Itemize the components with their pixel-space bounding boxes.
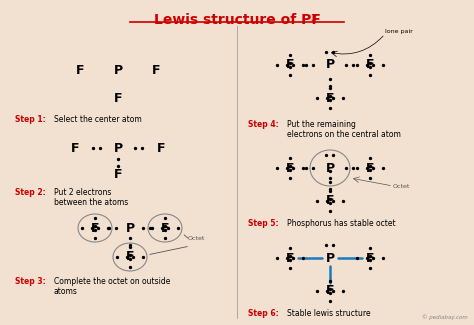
Text: F: F — [71, 141, 79, 154]
Text: Step 1:: Step 1: — [15, 115, 46, 124]
Text: F: F — [286, 252, 294, 265]
Text: Put 2 electrons
between the atoms: Put 2 electrons between the atoms — [54, 188, 128, 207]
Text: P: P — [326, 58, 335, 72]
Text: F: F — [114, 92, 122, 105]
Text: 3: 3 — [310, 14, 316, 23]
Text: F: F — [326, 194, 334, 207]
Text: F: F — [114, 168, 122, 181]
Text: P: P — [326, 162, 335, 175]
Text: F: F — [91, 222, 99, 235]
Text: F: F — [161, 222, 169, 235]
Text: lone pair: lone pair — [385, 30, 413, 34]
Text: Put the remaining
electrons on the central atom: Put the remaining electrons on the centr… — [287, 120, 401, 139]
Text: Octet: Octet — [188, 236, 205, 241]
Text: Complete the octet on outside
atoms: Complete the octet on outside atoms — [54, 277, 170, 296]
Text: Octet: Octet — [393, 184, 410, 188]
Text: Step 6:: Step 6: — [248, 309, 279, 318]
Text: Step 2:: Step 2: — [15, 188, 46, 197]
Text: Select the center atom: Select the center atom — [54, 115, 142, 124]
Text: Step 3:: Step 3: — [15, 277, 46, 286]
Text: Lewis structure of PF: Lewis structure of PF — [154, 13, 320, 27]
Text: F: F — [152, 63, 160, 76]
Text: © pediabay.com: © pediabay.com — [422, 314, 468, 320]
Text: P: P — [126, 222, 135, 235]
Text: F: F — [286, 162, 294, 175]
Text: F: F — [366, 162, 374, 175]
Text: F: F — [157, 141, 165, 154]
Text: Step 4:: Step 4: — [248, 120, 279, 129]
Text: F: F — [366, 58, 374, 72]
Text: F: F — [286, 58, 294, 72]
Text: Stable lewis structure: Stable lewis structure — [287, 309, 371, 318]
Text: P: P — [113, 141, 123, 154]
Text: F: F — [76, 63, 84, 76]
Text: P: P — [113, 63, 123, 76]
Text: Phosphorus has stable octet: Phosphorus has stable octet — [287, 219, 396, 228]
Text: F: F — [326, 284, 334, 297]
Text: Step 5:: Step 5: — [248, 219, 279, 228]
Text: F: F — [366, 252, 374, 265]
Text: F: F — [326, 92, 334, 105]
Text: P: P — [326, 252, 335, 265]
Text: F: F — [126, 251, 134, 264]
